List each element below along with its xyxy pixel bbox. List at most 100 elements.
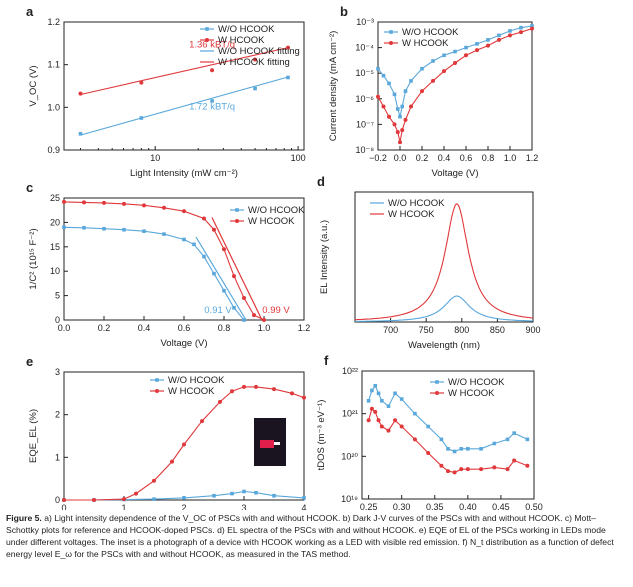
data-point [373,383,378,388]
data-point [395,130,400,135]
x-tick-label: 0 [61,503,66,510]
data-point [92,498,96,502]
data-point [272,493,276,498]
legend-entry: W HCOOK [248,216,295,227]
x-tick-label: −0.2 [369,153,387,163]
x-tick-label: 0.0 [394,153,407,163]
data-point [413,411,417,416]
data-point [439,437,444,442]
data-point [519,25,523,30]
data-point [492,441,497,446]
x-tick-label: 0.6 [178,323,191,333]
y-tick-label: 10⁻⁸ [355,145,374,155]
data-point [62,498,66,502]
series-w-o-hcook [376,24,534,119]
data-point [222,247,226,252]
data-point [403,89,408,93]
data-point [486,38,490,42]
legend-entry: W/O HCOOK fitting [218,46,300,57]
series-line [211,217,263,321]
y-tick-label: 0 [55,495,60,505]
series-line [80,76,289,136]
data-point [139,80,144,85]
data-point [420,66,424,71]
data-point [492,465,497,470]
x-tick-label: 900 [525,325,540,335]
chart-panel-a: a 10 100 0.9 1.0 1.1 1.2 Light Intensity (mW cm… [26,4,306,179]
legend-entry: W/O HCOOK [402,27,459,38]
data-point [82,200,86,205]
data-point [387,114,391,119]
y-axis-label: EQE_EL (%) [28,409,39,463]
series-w-hcook-fitting [211,217,263,321]
data-point [302,496,306,500]
data-point [426,450,431,455]
legend-entry: W HCOOK [218,35,265,46]
legend-entry: W/O HCOOK [168,375,225,386]
data-point [366,399,371,403]
data-point [530,26,534,31]
data-point [152,497,156,501]
y-axis-label: EL Intensity (a.u.) [319,220,330,294]
data-point [262,318,266,322]
plot-frame [361,370,535,500]
chart-panel-f: f 0.25 0.30 0.35 0.40 0.45 0.50 10¹⁹ 10²⁰ 10²¹ 10²… [316,353,543,510]
series-w-hcook [62,384,306,502]
y-axis-label: 1/C² (10¹⁵ F⁻²) [28,228,39,289]
y-tick-label: 15 [50,242,60,252]
legend-entry: W HCOOK [388,209,435,220]
data-point [393,418,398,423]
x-tick-label: 0.0 [58,323,71,333]
data-point [242,318,246,322]
y-tick-label: 10⁻⁴ [355,43,374,53]
data-point [376,66,380,71]
data-point [182,237,186,242]
data-point [393,391,397,396]
data-point [302,395,306,400]
x-axis-label: Voltage (V) [161,338,208,349]
data-point [62,199,66,204]
series-w-o-hcook [62,225,246,322]
data-point [182,496,186,500]
data-point [162,205,166,210]
data-point [286,45,291,50]
data-point [479,447,483,451]
data-point [459,447,464,451]
x-tick-label: 1.2 [526,153,539,163]
chart-panel-d: d 700 750 800 850 900 Wavelength (nm) EL Intens… [317,174,541,351]
x-tick-label: 0.30 [393,502,411,510]
legend-swatch-marker [235,219,239,223]
legend-swatch-marker [155,378,159,382]
x-tick-label: 100 [291,153,306,163]
data-point [464,53,468,58]
legend-swatch-marker [389,30,393,34]
data-point [400,128,405,133]
caption-text: a) Light intensity dependence of the V_O… [6,513,614,559]
data-point [380,399,384,403]
data-point [230,491,234,496]
y-tick-label: 10 [50,266,60,276]
data-point [431,59,435,63]
data-point [162,232,166,236]
annotation: 0.91 V [204,305,232,316]
plot-frame [354,191,534,323]
x-tick-label: 10 [150,153,160,163]
data-point [376,418,381,423]
legend-entry: W/O HCOOK [248,205,305,216]
data-point [134,491,138,496]
data-point [253,57,258,62]
legend-entry: W HCOOK [402,38,449,49]
data-point [399,397,404,401]
data-point [192,242,196,247]
data-point [387,81,391,86]
data-point [442,53,446,58]
x-tick-label: 0.8 [482,153,495,163]
data-point [505,467,510,472]
panel-label: d [317,174,325,189]
data-point [242,384,246,389]
y-tick-label: 10⁻⁶ [356,94,375,104]
y-axis-label: V_OC (V) [28,65,39,106]
data-point [218,399,222,404]
y-tick-label: 10⁻⁷ [356,119,374,129]
